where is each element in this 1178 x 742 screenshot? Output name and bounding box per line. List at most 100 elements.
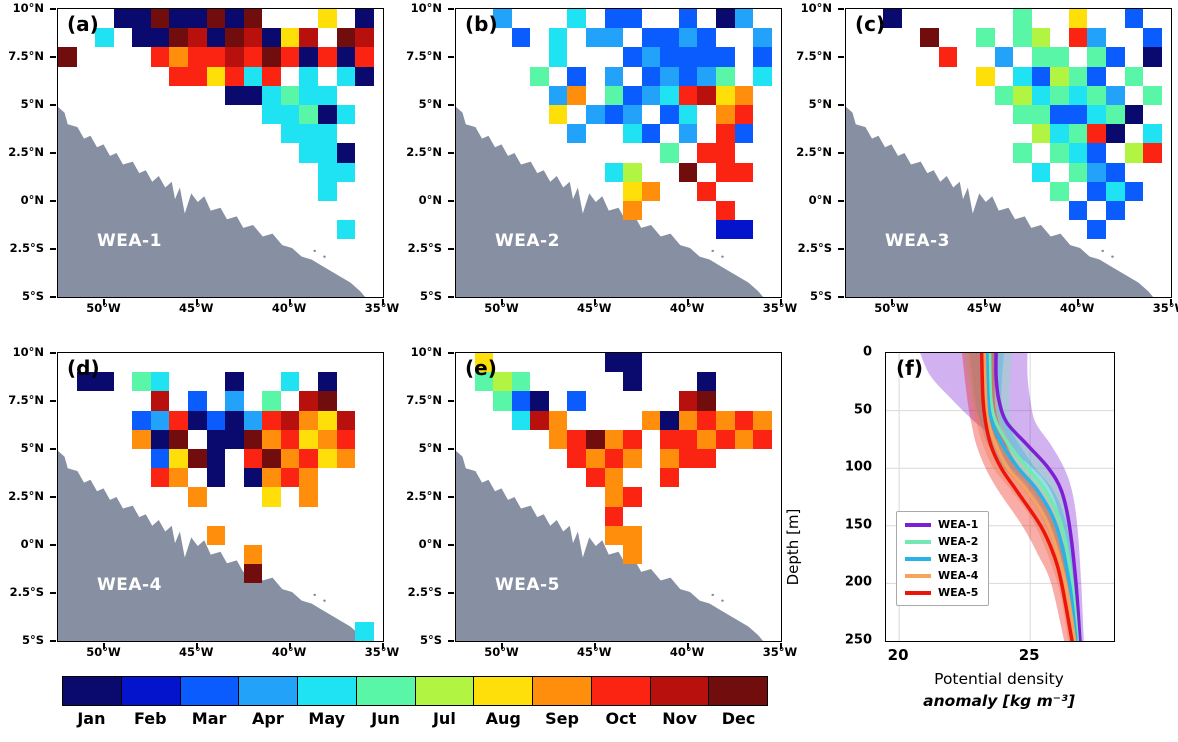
colorbar-segment-sep [533,677,592,705]
legend-label: WEA-4 [938,569,979,582]
grid-cell [299,429,318,449]
grid-cell [716,105,735,125]
grid-cell [660,143,679,163]
grid-cell [530,66,549,86]
lon-tick-mark [1077,299,1080,305]
lon-tick-label: 35°W [1152,301,1178,315]
grid-cell [1087,162,1106,182]
grid-cell [188,410,207,430]
grid-cell [262,85,281,105]
grid-cell [150,28,170,48]
lat-tick-label: 5°S [21,289,44,303]
grid-cell [604,449,624,469]
grid-cell [336,105,356,125]
grid-cell [1013,9,1032,29]
grid-cell [318,410,337,430]
month-label: Nov [662,709,698,728]
grid-cell [716,124,735,144]
grid-cell [318,143,337,163]
lat-tick-label: 0°N [20,537,44,551]
grid-cell [262,487,281,507]
grid-cell [280,429,300,449]
grid-cell [1124,143,1144,163]
grid-cell [169,47,188,67]
grid-cell [976,66,995,86]
grid-cell [95,372,114,392]
depth-tick-label: 150 [844,517,872,533]
lon-tick-label: 40°W [1059,301,1095,315]
grid-cell [623,9,642,29]
grid-cell [1050,47,1069,67]
lat-tick-mark [838,200,844,202]
grid-cell [225,372,244,392]
grid-cell [678,449,698,469]
grid-cell [734,410,754,430]
latitude-axis: 10°N 7.5°N 5°N 2.5°N 0°N 2.5°S 5°S [2,1,52,303]
grid-cell [920,28,939,48]
lat-tick-mark [50,247,56,250]
region-label: WEA-4 [97,574,162,595]
grid-cell [1031,105,1051,125]
grid-cell [169,449,188,469]
grid-cell [1068,28,1088,48]
grid-cell [169,468,188,488]
lon-tick-mark [687,643,690,649]
colorbar-segment-jun [356,677,416,705]
grid-cell [1068,143,1088,163]
grid-cell [206,410,226,430]
grid-cell [1031,124,1051,144]
lat-tick-mark [50,56,56,58]
grid-cell [604,487,624,507]
grid-cell [678,66,698,86]
grid-cell [299,66,318,86]
grid-cell [623,124,642,144]
grid-cell [641,28,661,48]
grid-cell [1087,66,1106,86]
grid-cell [206,449,226,469]
grid-cell [734,162,754,182]
grid-cell [188,391,207,411]
x-axis-label-line2: anomaly [kg m⁻³] [923,692,1075,710]
lat-tick-label: 7.5°N [8,49,44,63]
lon-tick-label: 40°W [669,645,705,659]
lon-tick-label: 45°W [577,645,612,659]
grid-cell [623,181,642,201]
map-panel-e: (e) WEA-5 10°N 7.5°N 5°N 2.5°N 0°N 2.5°S 5°S 5… [400,345,797,692]
legend-label: WEA-5 [938,586,979,599]
grid-cell [623,162,642,182]
grid-cell [623,525,642,545]
grid-cell [243,429,263,449]
grid-cell [1050,124,1069,144]
land-coastline [846,106,1154,297]
grid-cell [1013,85,1032,105]
grid-cell [1087,85,1106,105]
grid-cell [318,181,337,201]
lon-tick-mark [196,643,199,649]
legend-swatch [905,556,931,561]
lon-tick-label: 50°W [484,301,519,315]
grid-cell [604,429,624,449]
panel-letter: (a) [67,12,99,36]
lat-tick-label: 5°S [809,289,832,303]
grid-cell [188,487,207,507]
month-colorbar [62,676,768,706]
grid-cell [604,28,624,48]
grid-cell [280,410,300,430]
grid-cell [567,449,586,469]
grid-cell [1106,85,1125,105]
lat-tick-mark [448,200,454,202]
lat-tick-mark [50,103,56,106]
grid-cell [355,9,374,29]
lat-tick-label: 2.5°S [9,240,44,255]
grid-cell [336,162,356,182]
legend-item-wea-2: WEA-2 [905,535,978,548]
grid-cell [336,429,356,449]
lat-tick-mark [448,496,454,498]
grid-cell [318,429,337,449]
longitude-axis: 50°W 45°W 40°W 35°W [845,301,1178,321]
lat-tick-label: 7.5°N [406,393,442,407]
lat-tick-mark [448,400,454,402]
lon-tick-mark [780,643,782,649]
grid-cell [716,220,735,240]
map-plot: (a) WEA-1 [50,8,384,305]
